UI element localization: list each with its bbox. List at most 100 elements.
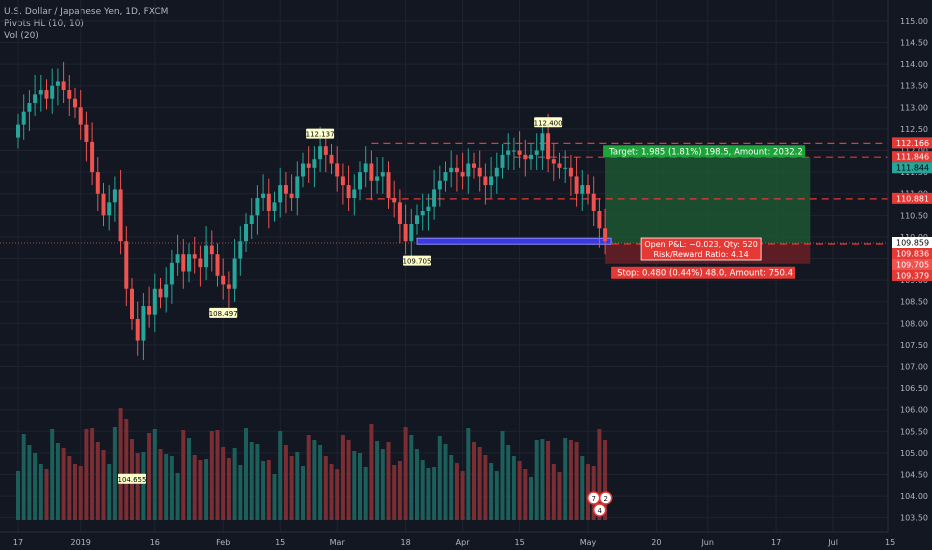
- price-label-box: [892, 151, 932, 163]
- volume-bar: [472, 442, 476, 520]
- candle-body: [16, 124, 20, 138]
- pnl-info-box[interactable]: [640, 237, 762, 261]
- volume-bar: [244, 428, 248, 520]
- x-tick-label: 17: [13, 538, 23, 547]
- volume-bar: [164, 454, 169, 520]
- volume-bar: [557, 472, 562, 520]
- target-zone[interactable]: [605, 157, 811, 244]
- x-tick-label: 18: [401, 538, 411, 547]
- pivot-label: 109.705: [403, 255, 431, 266]
- volume-bar: [329, 464, 334, 520]
- volume-bar: [420, 460, 425, 520]
- volume-bar: [369, 424, 374, 520]
- pivot-label-text: 108.497: [209, 310, 238, 318]
- y-tick-label: 104.00: [900, 492, 928, 501]
- candle-body: [426, 206, 431, 212]
- volume-bar: [124, 419, 129, 520]
- candle-body: [557, 163, 562, 168]
- volume-bar: [101, 450, 106, 520]
- volume-bar: [38, 464, 43, 520]
- risk-reward-text: Risk/Reward Ratio: 4.14: [653, 250, 748, 259]
- candle-body: [443, 172, 448, 181]
- candle-body: [198, 258, 203, 268]
- volume-bar: [312, 440, 317, 520]
- y-tick-label: 107.50: [900, 341, 928, 350]
- candle-body: [352, 189, 357, 199]
- candle-body: [335, 163, 340, 177]
- volume-bar: [477, 447, 482, 520]
- volume-bar: [215, 430, 220, 520]
- volume-bar: [432, 467, 437, 520]
- candle-body: [306, 163, 311, 168]
- target-info-box[interactable]: [603, 145, 806, 158]
- x-tick-label: 20: [651, 538, 661, 547]
- candle-body: [78, 107, 83, 125]
- volume-bar: [141, 452, 146, 520]
- volume-bar: [335, 469, 340, 520]
- candle-body: [187, 254, 191, 272]
- open-pnl-text: Open P&L: −0.023, Qty: 520: [644, 240, 757, 249]
- volume-bar: [283, 445, 288, 520]
- candle-body: [181, 254, 186, 272]
- stop-info-box[interactable]: [611, 266, 796, 279]
- volume-bar: [301, 466, 305, 520]
- volume-bar: [187, 438, 191, 520]
- candle-body: [112, 189, 117, 203]
- volume-bar: [209, 431, 214, 520]
- volume-bar: [511, 456, 516, 520]
- x-tick-label: Jun: [700, 538, 714, 547]
- candle-body: [249, 215, 254, 224]
- volume-bar: [261, 461, 266, 520]
- candle-body: [380, 172, 385, 177]
- x-tick-label: May: [580, 538, 597, 547]
- candle-body: [50, 85, 55, 99]
- volume-bar: [483, 455, 488, 520]
- candle-body: [397, 202, 402, 224]
- y-tick-label: 113.00: [900, 103, 928, 112]
- volume-bar: [67, 456, 72, 520]
- volume-bar: [204, 459, 209, 520]
- candle-body: [546, 133, 551, 160]
- candle-body: [415, 215, 419, 224]
- volume-bar: [107, 464, 112, 520]
- volume-bar: [352, 451, 357, 520]
- volume-bar: [16, 471, 20, 520]
- candle-body: [489, 176, 494, 186]
- candle-body: [283, 185, 288, 194]
- y-tick-label: 106.50: [900, 384, 928, 393]
- event-badge-icon[interactable]: [592, 503, 607, 517]
- volume-bar: [540, 439, 545, 520]
- pivot-label-text: 112.400: [534, 119, 563, 127]
- candle-body: [124, 241, 129, 289]
- price-label-box: [892, 259, 932, 271]
- candle-body: [55, 81, 60, 86]
- x-tick-label: Jul: [827, 538, 838, 547]
- candle-body: [266, 193, 271, 212]
- y-tick-label: 110.50: [900, 211, 928, 220]
- candle-body: [238, 241, 243, 259]
- candle-body: [346, 185, 351, 199]
- volume-bar: [403, 427, 408, 520]
- volume-bar: [460, 471, 465, 520]
- volume-bar: [158, 449, 163, 520]
- volume-bar: [426, 468, 431, 520]
- candle-body: [591, 193, 596, 212]
- candle-body: [529, 154, 533, 160]
- x-tick-label: Feb: [216, 538, 230, 547]
- candle-body: [215, 254, 220, 276]
- candle-body: [204, 245, 209, 268]
- entry-range-bar[interactable]: [416, 237, 612, 245]
- candle-body: [61, 81, 66, 91]
- y-tick-label: 103.50: [900, 514, 928, 523]
- time-axis[interactable]: [0, 532, 888, 550]
- candle-body: [534, 150, 539, 155]
- event-badge-icon[interactable]: [598, 491, 613, 505]
- volume-bar: [272, 474, 277, 520]
- x-tick-label: 16: [150, 538, 160, 547]
- candle-body: [540, 133, 545, 151]
- volume-bar: [61, 448, 66, 520]
- volume-bar: [175, 473, 180, 520]
- volume-bar: [84, 429, 89, 520]
- volume-bar: [318, 445, 323, 520]
